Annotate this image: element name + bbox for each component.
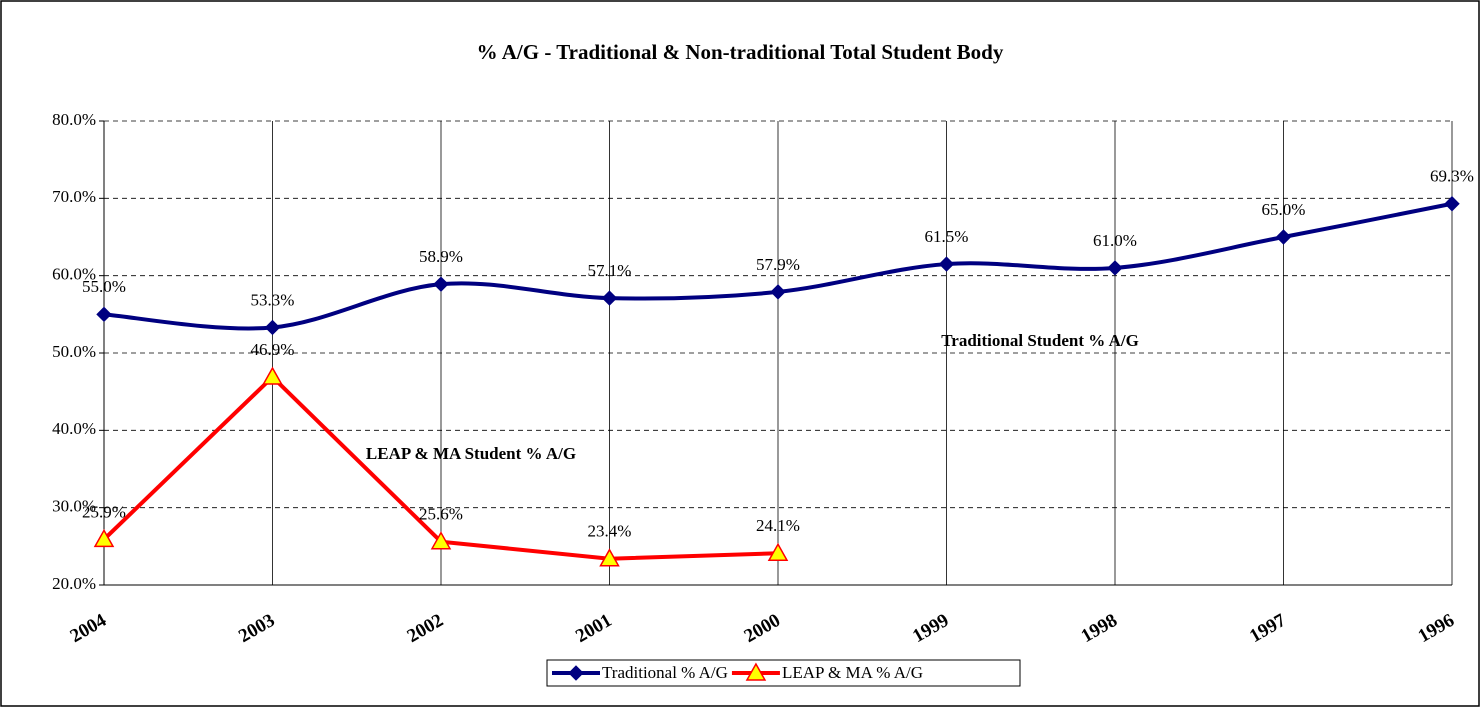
data-label: 57.1% [588,261,632,280]
data-label: 61.5% [925,227,969,246]
data-label: 24.1% [756,516,800,535]
marker [1444,196,1460,212]
y-tick-label: 50.0% [52,342,96,361]
marker [767,542,789,562]
annotation: LEAP & MA Student % A/G [366,444,576,463]
data-label: 57.9% [756,255,800,274]
marker [1275,229,1292,245]
marker [433,276,449,292]
legend-box [546,659,1021,687]
marker [745,662,767,681]
legend-label: LEAP & MA % A/G [782,663,923,682]
data-label: 46.9% [251,340,295,359]
data-label: 58.9% [419,247,463,266]
marker [96,306,112,323]
data-label: 61.0% [1093,231,1137,250]
marker [770,284,786,300]
data-label: 55.0% [82,277,126,296]
marker [264,319,281,336]
y-tick-label: 70.0% [52,187,96,206]
marker [93,528,115,548]
data-label: 25.6% [419,505,463,524]
data-label: 25.9% [82,502,126,521]
marker [568,665,584,681]
y-tick-label: 30.0% [52,497,96,516]
y-tick-label: 80.0% [52,110,96,129]
y-tick-label: 40.0% [52,419,96,438]
data-label: 65.0% [1262,200,1306,219]
chart-title: % A/G - Traditional & Non-traditional To… [477,40,1004,64]
annotation: Traditional Student % A/G [941,331,1139,350]
marker [601,290,618,306]
y-tick-label: 60.0% [52,265,96,284]
data-label: 23.4% [588,522,632,541]
data-label: 69.3% [1430,167,1474,186]
marker [430,531,452,550]
marker [1107,260,1123,276]
marker [938,256,955,272]
data-label: 53.3% [251,290,295,309]
legend-label: Traditional % A/G [602,663,728,682]
marker [262,366,283,385]
marker [599,548,620,567]
y-tick-label: 20.0% [52,574,96,593]
